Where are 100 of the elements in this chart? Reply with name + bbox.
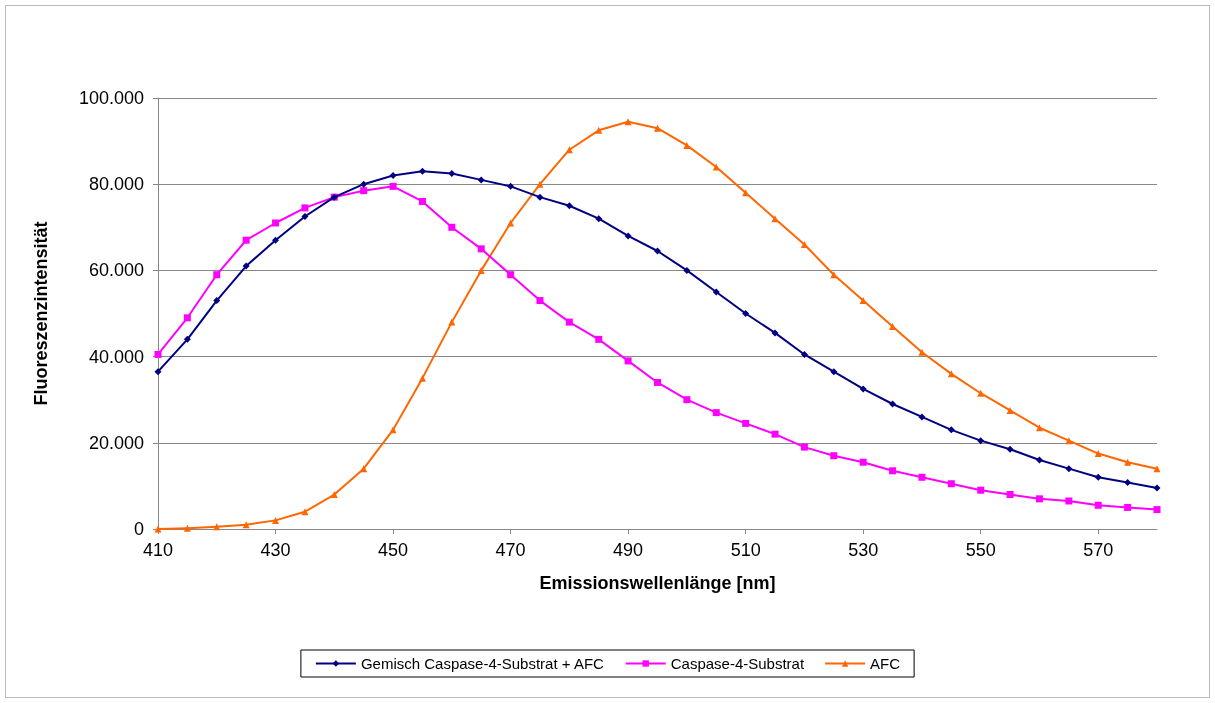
- point: [272, 516, 280, 524]
- point: [183, 524, 191, 532]
- point: [1065, 465, 1073, 473]
- point: [1035, 495, 1043, 503]
- point: [800, 443, 808, 451]
- point: [977, 389, 985, 397]
- point: [859, 297, 867, 305]
- point: [242, 262, 250, 270]
- point: [683, 396, 691, 404]
- point: [654, 124, 661, 132]
- point: [507, 182, 515, 190]
- x-tick-label: 570: [1083, 540, 1114, 560]
- point: [1124, 503, 1132, 511]
- y-axis-title: Fluoreszenzintensität: [31, 221, 51, 406]
- point: [977, 486, 985, 494]
- point: [1035, 456, 1043, 464]
- point: [771, 430, 779, 438]
- point: [536, 297, 544, 305]
- point: [536, 193, 544, 201]
- point: [448, 318, 456, 326]
- point: [507, 271, 515, 279]
- point: [477, 266, 485, 274]
- point: [1035, 424, 1043, 432]
- point: [624, 357, 632, 365]
- x-tick-label: 490: [613, 540, 644, 560]
- point: [418, 374, 426, 382]
- point: [1006, 406, 1014, 414]
- point: [418, 197, 426, 205]
- point: [301, 213, 309, 221]
- point: [947, 426, 955, 434]
- point: [800, 241, 808, 249]
- point: [448, 169, 456, 177]
- point: [242, 236, 250, 244]
- point: [1153, 465, 1161, 473]
- x-tick-label: 430: [260, 540, 291, 560]
- point: [389, 172, 397, 180]
- point: [1006, 445, 1014, 453]
- point: [830, 368, 838, 376]
- y-tick-label: 40.000: [88, 346, 144, 367]
- point: [1124, 458, 1132, 466]
- point: [918, 348, 926, 356]
- point: [418, 167, 426, 175]
- point: [448, 223, 456, 231]
- point: [771, 329, 779, 337]
- point: [389, 426, 397, 434]
- point: [565, 202, 573, 210]
- point: [272, 219, 280, 227]
- point: [477, 245, 485, 253]
- point: [683, 141, 691, 149]
- legend-label: Gemisch Caspase-4-Substrat + AFC: [360, 655, 605, 672]
- point: [800, 350, 808, 358]
- point: [154, 368, 162, 376]
- point: [213, 271, 221, 279]
- point: [477, 176, 485, 184]
- legend-label: Caspase-4-Substrat: [670, 655, 805, 672]
- point: [654, 378, 661, 386]
- point: [654, 247, 661, 255]
- point: [565, 318, 573, 326]
- point: [712, 288, 720, 296]
- x-tick-label: 450: [378, 540, 409, 560]
- x-tick-label: 510: [730, 540, 761, 560]
- point: [830, 452, 838, 460]
- point: [918, 473, 926, 481]
- point: [183, 314, 191, 322]
- y-tick-label: 60.000: [88, 260, 144, 281]
- point: [742, 310, 750, 317]
- point: [272, 236, 280, 244]
- x-tick-label: 550: [965, 540, 996, 560]
- point: [1153, 484, 1161, 492]
- point: [624, 232, 632, 240]
- point: [742, 419, 750, 427]
- point: [1094, 501, 1102, 509]
- x-tick-label: 410: [142, 540, 174, 560]
- point: [595, 126, 603, 134]
- point: [360, 187, 368, 195]
- point: [1065, 437, 1073, 445]
- y-tick-label: 80.000: [88, 174, 144, 195]
- point: [1006, 491, 1014, 499]
- point: [683, 266, 691, 274]
- point: [889, 467, 897, 475]
- point: [624, 118, 632, 126]
- point: [859, 458, 867, 466]
- point: [301, 508, 309, 516]
- point: [712, 409, 720, 417]
- point: [536, 180, 544, 188]
- point: [1094, 473, 1102, 481]
- point: [918, 413, 926, 421]
- x-tick-label: 530: [848, 540, 879, 560]
- legend-label: AFC: [870, 655, 901, 672]
- x-axis-title: Emissionswellenlänge [nm]: [539, 573, 776, 593]
- point: [360, 180, 368, 188]
- point: [1065, 497, 1073, 505]
- y-tick-label: 20.000: [88, 432, 144, 453]
- point: [771, 215, 779, 223]
- point: [889, 400, 897, 408]
- point: [242, 521, 250, 529]
- point: [330, 491, 338, 499]
- point: [213, 297, 221, 305]
- point: [1153, 506, 1161, 514]
- y-tick-label: 100.000: [78, 88, 144, 108]
